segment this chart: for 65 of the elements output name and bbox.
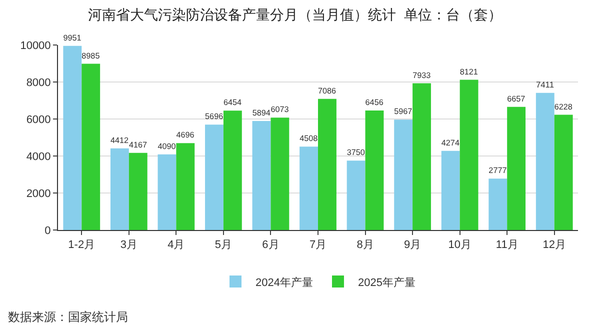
bar xyxy=(412,83,431,230)
bar xyxy=(158,154,176,230)
y-tick-label: 4000 xyxy=(26,150,51,163)
bar xyxy=(365,110,384,230)
data-label: 4412 xyxy=(110,136,130,145)
bar xyxy=(205,124,224,230)
x-tick-label: 11月 xyxy=(496,239,518,252)
data-label: 4274 xyxy=(441,138,460,148)
x-tick-label: 4月 xyxy=(168,239,185,252)
data-label: 7933 xyxy=(412,70,432,80)
x-tick-label: 7月 xyxy=(309,239,327,252)
data-label: 5967 xyxy=(394,107,413,116)
data-label: 5696 xyxy=(205,112,224,122)
bar xyxy=(536,92,554,230)
legend-label: 2025年产量 xyxy=(358,276,416,289)
bar xyxy=(82,64,100,230)
bar xyxy=(300,146,318,230)
data-label: 4508 xyxy=(300,134,318,144)
y-tick-label: 8000 xyxy=(26,76,51,89)
bar xyxy=(441,150,460,230)
data-label: 6456 xyxy=(365,98,384,108)
x-tick-label: 9月 xyxy=(404,239,422,252)
x-tick-label: 5月 xyxy=(214,239,232,252)
x-tick-label: 6月 xyxy=(262,239,280,252)
bar xyxy=(270,118,290,230)
data-label: 8121 xyxy=(460,67,478,76)
x-tick-label: 10月 xyxy=(448,239,472,252)
x-tick-label: 8月 xyxy=(356,239,374,252)
bar xyxy=(346,160,366,230)
data-label: 3750 xyxy=(346,148,366,158)
x-tick-label: 1-2月 xyxy=(68,239,96,252)
bar xyxy=(460,80,478,230)
data-label: 6073 xyxy=(270,105,290,114)
x-tick-label: 12月 xyxy=(542,239,566,252)
bar xyxy=(252,120,271,230)
x-tick-label: 3月 xyxy=(120,239,138,252)
legend-label: 2024年产量 xyxy=(256,276,313,289)
chart-title: 河南省大气污染防治设备产量分月（当月值）统计 单位：台（套） xyxy=(88,6,502,23)
bar xyxy=(176,143,195,230)
bar xyxy=(488,178,508,230)
bar xyxy=(110,148,129,230)
source-note: 数据来源：国家统计局 xyxy=(8,310,128,324)
data-label: 6454 xyxy=(223,98,242,108)
data-label: 2777 xyxy=(488,166,508,176)
y-tick-label: 6000 xyxy=(26,114,51,126)
bar xyxy=(394,120,413,230)
bar xyxy=(128,152,148,230)
data-label: 4167 xyxy=(128,140,148,150)
bar xyxy=(63,46,82,230)
data-label: 8985 xyxy=(82,51,100,60)
data-label: 4090 xyxy=(158,142,176,151)
y-tick-label: 0 xyxy=(44,224,51,237)
data-label: 6657 xyxy=(507,94,526,104)
data-label: 7411 xyxy=(536,79,554,90)
y-tick-label: 2000 xyxy=(26,188,51,200)
data-label: 7086 xyxy=(318,86,337,96)
bar xyxy=(223,110,242,230)
data-label: 5894 xyxy=(252,108,271,118)
data-label: 6228 xyxy=(554,102,573,112)
data-label: 4696 xyxy=(176,130,195,140)
bar xyxy=(318,98,336,230)
bar xyxy=(554,114,573,230)
data-label: 9951 xyxy=(63,33,82,42)
y-tick-label: 10000 xyxy=(20,40,51,52)
bar xyxy=(507,106,526,230)
